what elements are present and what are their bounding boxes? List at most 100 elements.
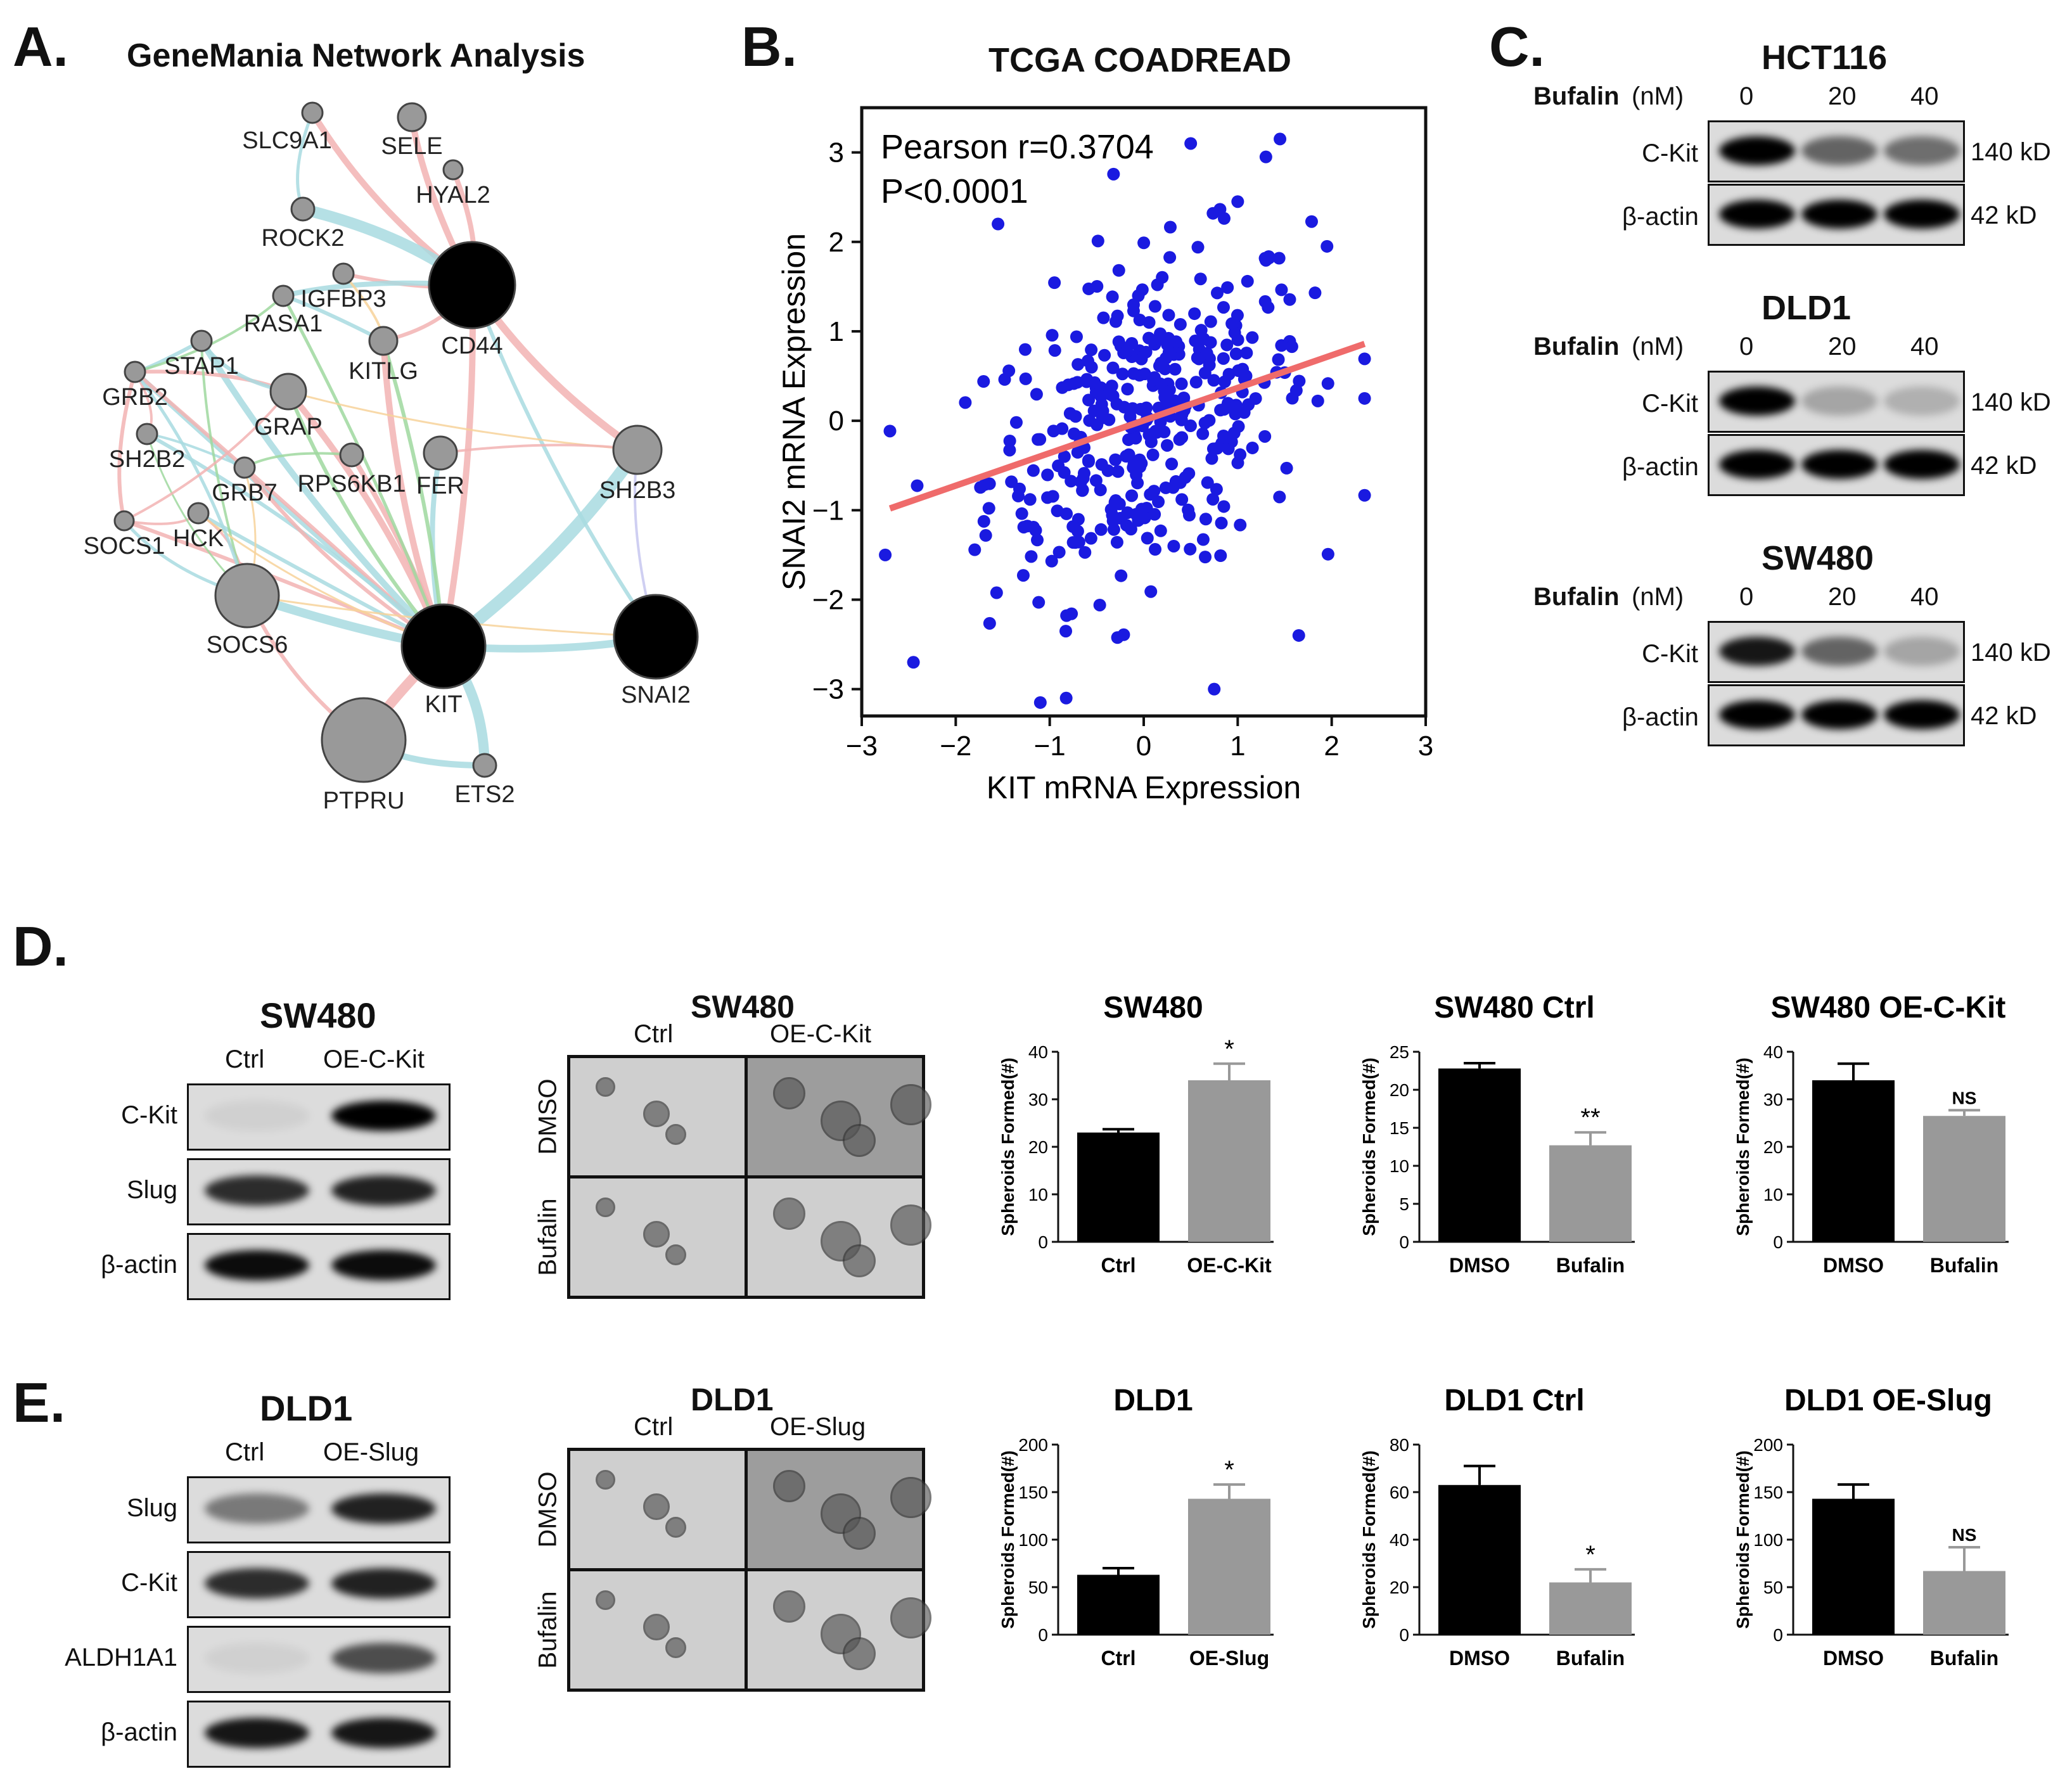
spheroid: [665, 1124, 686, 1145]
node-label: SH2B2: [109, 446, 185, 473]
blot-row-label: β-actin: [101, 1251, 177, 1279]
node-label: KIT: [425, 691, 462, 718]
scatter-point: [1272, 353, 1285, 366]
scatter-point: [1122, 448, 1135, 461]
blot-strip: [1708, 434, 1965, 496]
node-label: SOCS1: [84, 533, 165, 559]
scatter-point: [1246, 331, 1259, 344]
scatter-y-label: SNAI2 mRNA Expression: [776, 233, 812, 591]
scatter-point: [1214, 549, 1227, 563]
blot-band: [205, 1101, 309, 1131]
scatter-point: [1081, 354, 1094, 367]
node-grb7: GRB7: [212, 456, 278, 506]
y-tick-label: 100: [1753, 1530, 1783, 1550]
scatter-point: [1139, 405, 1152, 418]
scatter-point: [1093, 598, 1106, 611]
spheroid: [596, 1197, 615, 1217]
spheroid: [843, 1244, 876, 1277]
scatter-point: [1046, 329, 1059, 342]
scatter-point: [1031, 533, 1044, 547]
scatter-point: [911, 479, 924, 492]
scatter-point: [1321, 239, 1334, 253]
scatter-point: [1103, 413, 1116, 426]
spheroid: [821, 1221, 861, 1261]
y-tick-label: 30: [1028, 1090, 1048, 1109]
blot-title: DLD1: [260, 1388, 353, 1428]
y-tick-label: 0: [1773, 1232, 1783, 1252]
node-label: FER: [416, 473, 464, 499]
scatter-point: [1241, 274, 1254, 288]
scatter-point: [1163, 220, 1177, 234]
category-label: Bufalin: [1930, 1254, 1998, 1277]
blot-row-label: β-actin: [1622, 703, 1699, 731]
blot-band: [1884, 700, 1960, 729]
bar: [1188, 1498, 1270, 1635]
network-edge: [440, 284, 476, 647]
y-tick-label: 200: [1753, 1435, 1783, 1455]
blot-row-label: β-actin: [101, 1718, 177, 1746]
node-circle: [272, 284, 295, 307]
scatter-point: [1225, 317, 1239, 330]
spheroid: [821, 1493, 861, 1534]
image-col-label: Ctrl: [634, 1413, 674, 1441]
scatter-point: [1059, 625, 1073, 638]
image-col-label: Ctrl: [634, 1020, 674, 1048]
scatter-point: [1160, 438, 1173, 452]
scatter-point: [1196, 427, 1210, 440]
scatter-point: [1120, 345, 1134, 358]
scatter-point: [1258, 295, 1272, 308]
bar: [1923, 1116, 2005, 1242]
scatter-point: [1189, 376, 1203, 389]
y-tick-label: 0: [1399, 1232, 1409, 1252]
node-label: SH2B3: [599, 477, 675, 504]
y-axis-label: Spheroids Formed(#): [1359, 1057, 1379, 1236]
scatter-point: [1206, 492, 1220, 506]
spheroid: [773, 1077, 805, 1109]
node-label: CD44: [441, 333, 502, 359]
blot-strip: [187, 1476, 451, 1543]
scatter-point: [1259, 150, 1272, 163]
blot-col-label: OE-Slug: [323, 1438, 419, 1466]
scatter-point: [1111, 309, 1124, 323]
node-circle: [113, 510, 135, 532]
y-tick-label: −2: [812, 584, 844, 615]
scatter-point: [1066, 520, 1080, 533]
scatter-point: [1200, 347, 1213, 360]
scatter-point: [1199, 551, 1212, 564]
scatter-point: [1173, 317, 1187, 331]
scatter-point: [1204, 315, 1217, 328]
significance-label: *: [1224, 1035, 1234, 1063]
blot-band: [1884, 136, 1960, 165]
significance-label: **: [1580, 1104, 1600, 1132]
y-axis-label: Spheroids Formed(#): [1359, 1450, 1379, 1629]
scatter-point: [1087, 404, 1101, 418]
scatter-point: [1292, 629, 1305, 642]
scatter-point: [1051, 504, 1064, 518]
scatter-point: [1175, 377, 1188, 390]
node-label: GRAP: [254, 414, 323, 440]
panel-b-title: TCGA COADREAD: [988, 41, 1291, 79]
scatter-point: [1168, 362, 1182, 376]
spheroid: [773, 1590, 805, 1623]
node-label: KITLG: [349, 358, 418, 385]
node-label: HCK: [173, 525, 224, 552]
scatter-point: [1162, 309, 1175, 322]
scatter-point: [1227, 403, 1241, 416]
y-tick-label: 20: [1390, 1080, 1409, 1100]
scatter-point: [1154, 327, 1167, 340]
panel-a-title: GeneMania Network Analysis: [127, 37, 585, 74]
y-tick-label: 20: [1390, 1578, 1409, 1597]
x-tick-label: 2: [1324, 731, 1339, 762]
scatter-point: [1199, 513, 1212, 526]
network-edge: [117, 371, 137, 521]
network-edge: [281, 295, 445, 647]
category-label: DMSO: [1823, 1647, 1884, 1670]
panel-label-e: E.: [13, 1371, 66, 1434]
scatter-point: [1094, 390, 1108, 403]
y-tick-label: 60: [1390, 1483, 1409, 1502]
node-circle: [214, 563, 280, 629]
scatter-point: [1144, 585, 1158, 598]
image-grid-title: SW480: [691, 989, 795, 1025]
microscopy-image: [567, 1055, 748, 1178]
node-snai2: SNAI2: [613, 594, 699, 708]
